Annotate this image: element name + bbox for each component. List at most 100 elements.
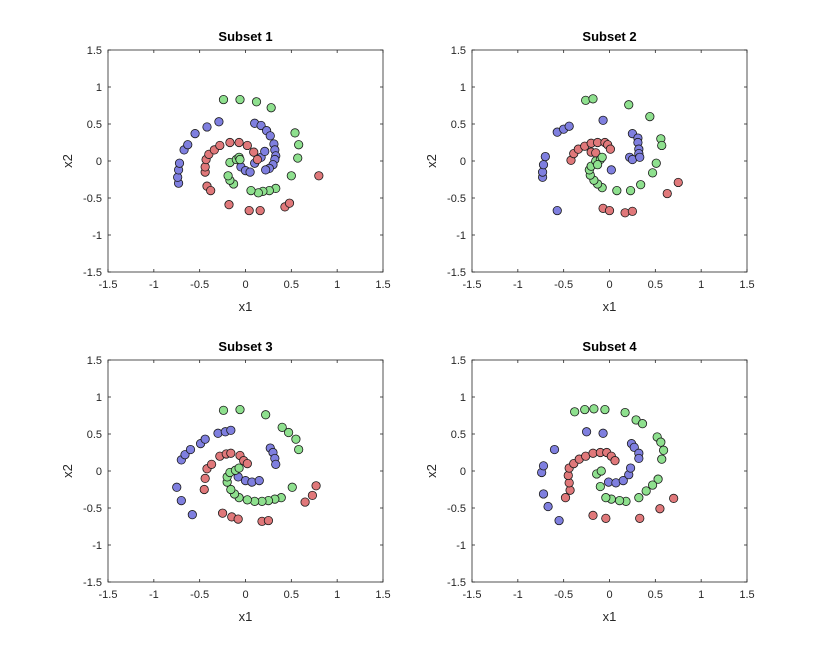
data-point: [311, 481, 321, 491]
data-point: [554, 515, 564, 526]
data-point: [625, 186, 636, 196]
series-1: [172, 425, 281, 520]
data-point: [174, 158, 185, 168]
data-point: [596, 466, 606, 476]
x-tick-label: 0: [606, 279, 612, 291]
data-point: [540, 151, 550, 162]
y-tick-label: -1: [456, 540, 466, 552]
data-point: [234, 137, 244, 148]
data-point: [250, 496, 260, 506]
data-point: [284, 198, 295, 208]
y-tick-label: -1.5: [447, 577, 466, 589]
data-point: [581, 427, 592, 437]
data-point: [618, 476, 628, 486]
x-tick-label: -1.5: [99, 589, 118, 601]
x-tick-label: -0.5: [190, 589, 209, 601]
y-tick-label: 0.5: [451, 429, 466, 441]
data-point: [255, 205, 265, 216]
y-axis-label: x2: [424, 154, 439, 168]
y-tick-label: 0: [96, 466, 102, 478]
data-point: [235, 404, 245, 415]
data-point: [247, 477, 257, 487]
data-point: [610, 456, 620, 466]
data-point: [580, 404, 590, 415]
data-point: [283, 427, 294, 438]
data-point: [538, 461, 549, 471]
data-point: [601, 493, 611, 503]
y-axis-label: x2: [424, 464, 439, 478]
data-point: [294, 140, 304, 150]
y-tick-label: 1: [460, 392, 466, 404]
data-point: [293, 153, 303, 163]
axes-box: [107, 359, 384, 583]
x-tick-label: -1: [149, 279, 159, 291]
y-tick-label: -1: [92, 540, 102, 552]
data-point: [290, 128, 300, 138]
data-point: [549, 444, 560, 455]
data-point: [217, 508, 228, 518]
data-point: [314, 171, 324, 181]
data-point: [249, 147, 259, 157]
series-3: [570, 404, 669, 506]
y-tick-label: 1.5: [87, 355, 102, 367]
y-tick-label: 0: [460, 466, 466, 478]
data-point: [242, 458, 252, 469]
x-tick-label: -1: [513, 279, 523, 291]
y-tick-label: 1.5: [451, 45, 466, 57]
data-point: [564, 121, 574, 131]
subplot-title: Subset 3: [218, 339, 272, 354]
data-point: [172, 482, 182, 492]
x-axis-label: x1: [603, 299, 617, 314]
data-point: [224, 200, 234, 210]
data-point: [645, 112, 655, 122]
series-1: [537, 115, 645, 216]
data-point: [634, 493, 644, 503]
data-point: [605, 144, 616, 154]
data-point: [635, 513, 645, 523]
data-point: [235, 94, 245, 105]
data-point: [265, 131, 275, 141]
x-tick-label: 1: [334, 279, 340, 291]
data-point: [287, 482, 297, 492]
data-point: [215, 140, 225, 151]
x-tick-label: 0.5: [284, 589, 299, 601]
data-point: [595, 481, 605, 492]
data-point: [597, 152, 607, 162]
data-point: [260, 146, 270, 156]
data-point: [214, 117, 224, 127]
series-3: [218, 404, 304, 506]
data-point: [187, 510, 197, 520]
data-point: [226, 425, 236, 435]
data-point: [634, 453, 644, 464]
data-point: [637, 419, 648, 429]
x-tick-label: 0.5: [648, 589, 663, 601]
data-point: [606, 165, 616, 175]
x-tick-label: -1.5: [463, 589, 482, 601]
data-point: [225, 137, 235, 148]
data-point: [307, 490, 318, 501]
data-point: [251, 97, 262, 107]
y-tick-label: 1.5: [451, 355, 466, 367]
data-point: [190, 129, 200, 139]
data-point: [655, 504, 665, 514]
axes-box: [471, 49, 748, 273]
subplot-2: -1.5 -1 -0.5 0 0.5 1 1.5 -1.5 -1 -0.5 0 0.5 1 1.5 Subs…: [424, 29, 755, 314]
data-point: [254, 476, 264, 486]
x-axis-label: x1: [239, 609, 253, 624]
data-point: [242, 495, 252, 505]
axes-box: [471, 359, 748, 583]
data-point: [592, 160, 603, 170]
y-tick-label: 0: [96, 156, 102, 168]
y-tick-label: -0.5: [83, 503, 102, 515]
data-point: [245, 167, 255, 177]
x-tick-label: 1: [698, 279, 704, 291]
data-point: [176, 495, 186, 506]
y-tick-label: 0: [460, 156, 466, 168]
y-tick-label: -0.5: [447, 503, 466, 515]
y-tick-label: 0.5: [87, 119, 102, 131]
y-tick-label: -1.5: [83, 267, 102, 279]
series-2: [200, 137, 324, 216]
data-point: [657, 454, 667, 464]
subplot-title: Subset 1: [218, 29, 272, 44]
